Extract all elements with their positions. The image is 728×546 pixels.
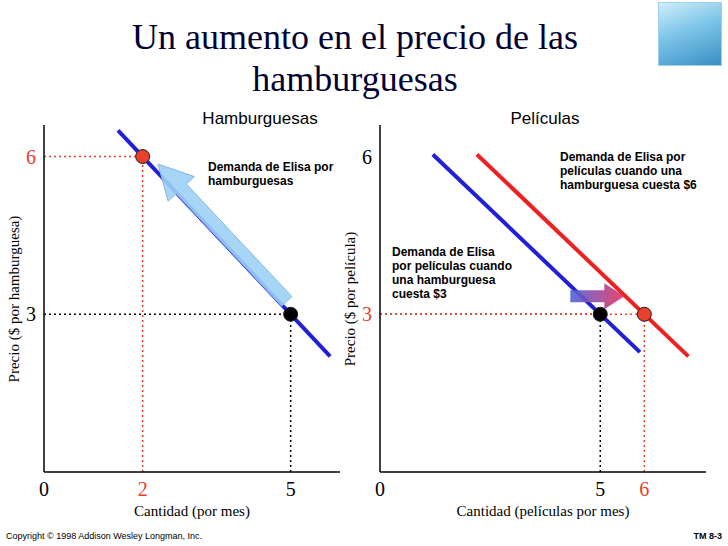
html-text:Cantidad (por mes): Cantidad (por mes) [134, 503, 250, 519]
html-text:Copyright © 1998 Addison Wesle: Copyright © 1998 Addison Wesley Longman,… [6, 531, 203, 541]
html-text:Hamburguesas: Hamburguesas [202, 109, 318, 128]
html-text:Demanda de Elisa por películas: Demanda de Elisa por películas cuando un… [560, 150, 697, 192]
html-text:Demanda de Elisa por películas: Demanda de Elisa por películas cuando un… [392, 245, 512, 301]
svg-text:0: 0 [375, 478, 385, 500]
svg-text:5: 5 [286, 478, 296, 500]
html-text:Demanda de Elisa por hamburgue: Demanda de Elisa por hamburguesas [208, 160, 334, 188]
svg-text:6: 6 [362, 146, 372, 168]
svg-text:3: 3 [26, 303, 36, 325]
svg-text:5: 5 [595, 478, 605, 500]
html-text:Un aumento en el precio de las: Un aumento en el precio de las hamburgue… [132, 17, 578, 99]
html-text:Precio ($ por película): Precio ($ por película) [342, 231, 358, 366]
html-text:Películas: Películas [510, 109, 580, 128]
svg-text:3: 3 [362, 303, 372, 325]
svg-text:6: 6 [26, 146, 36, 168]
svg-text:6: 6 [639, 478, 649, 500]
html-text:Precio ($ por hamburguesa): Precio ($ por hamburguesa) [6, 215, 22, 382]
svg-text:2: 2 [138, 478, 148, 500]
html-text:Cantidad (películas por mes): Cantidad (películas por mes) [456, 503, 630, 519]
svg-text:0: 0 [39, 478, 49, 500]
html-text:TM 8-3: TM 8-3 [693, 531, 722, 541]
